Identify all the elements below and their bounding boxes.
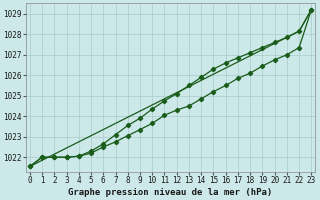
X-axis label: Graphe pression niveau de la mer (hPa): Graphe pression niveau de la mer (hPa): [68, 188, 273, 197]
